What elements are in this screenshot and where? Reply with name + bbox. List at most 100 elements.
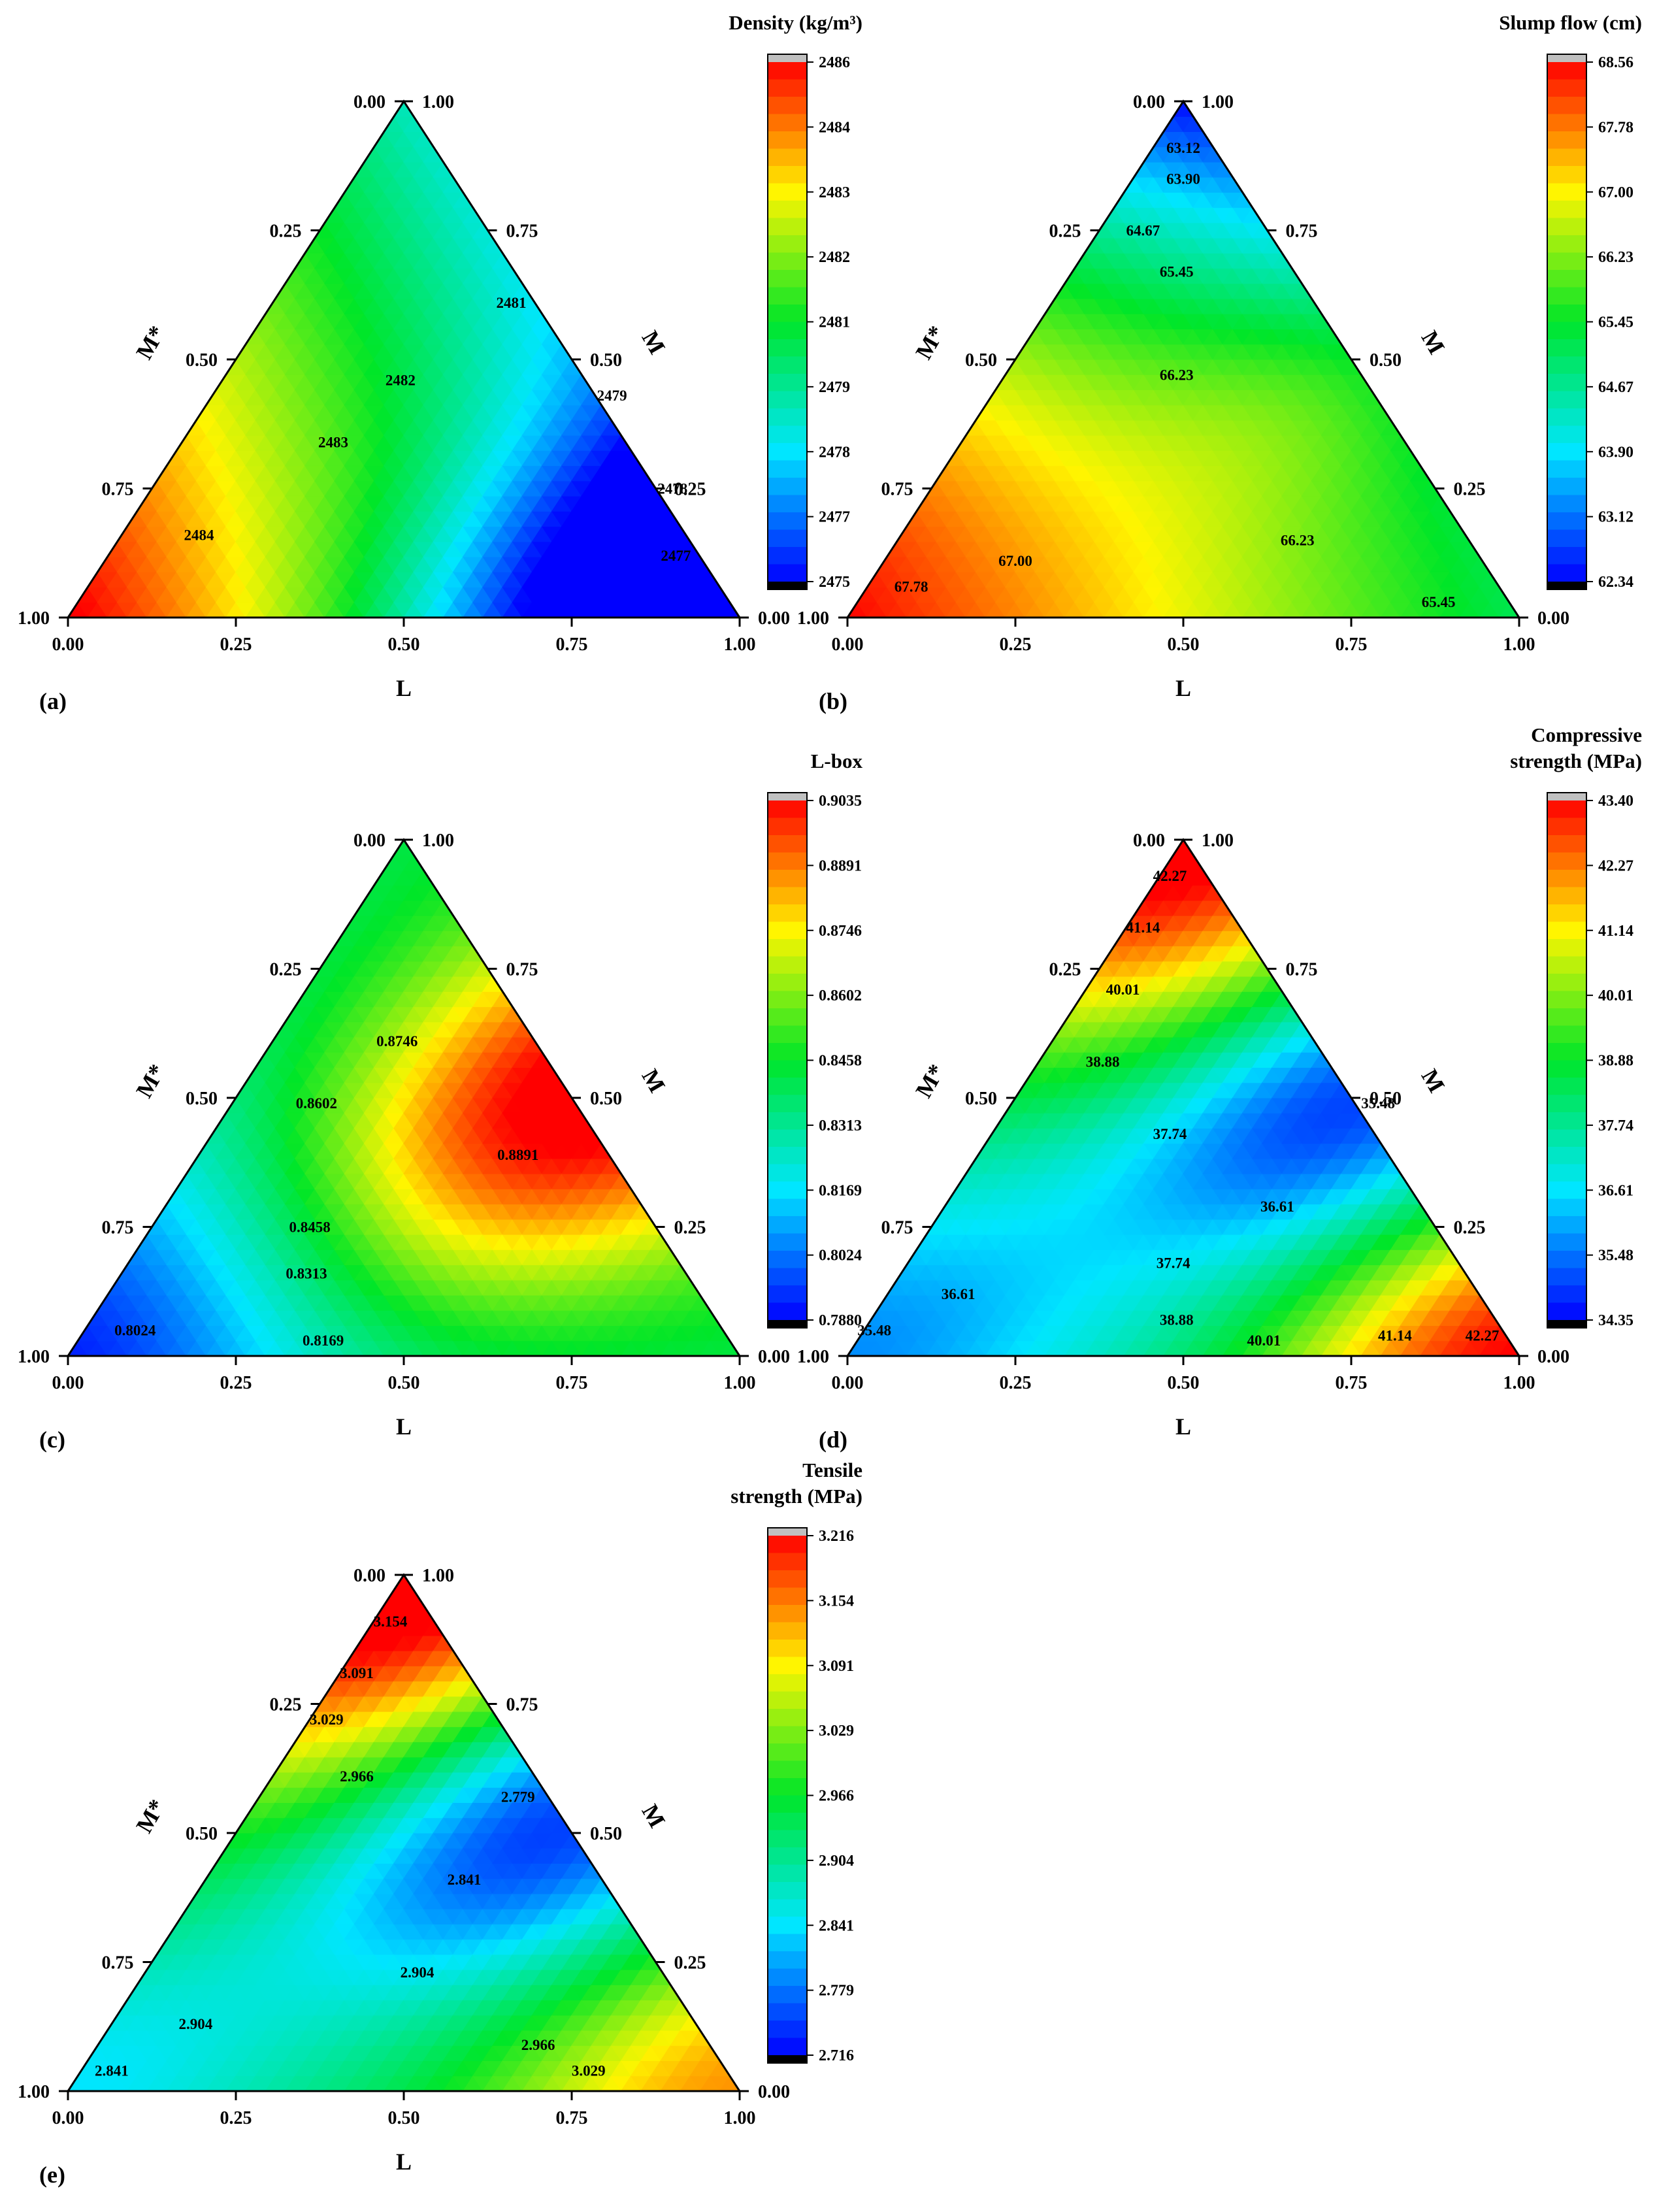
fill-cell bbox=[1172, 839, 1194, 855]
fill-cell bbox=[1172, 101, 1194, 117]
left-tick-label: 0.50 bbox=[965, 1089, 997, 1109]
colorbar-segment bbox=[768, 974, 807, 992]
left-tick-label: 0.00 bbox=[353, 92, 386, 112]
colorbar-tick-label: 0.8891 bbox=[819, 857, 862, 874]
right-tick-label: 1.00 bbox=[1202, 831, 1234, 851]
colorbar-tick-label: 68.56 bbox=[1598, 54, 1633, 71]
contour-label: 63.90 bbox=[1166, 171, 1200, 187]
axis-name-right: M bbox=[1417, 1065, 1451, 1097]
colorbar-segment bbox=[768, 183, 807, 201]
contour-label: 0.8602 bbox=[296, 1095, 337, 1112]
colorbar-segment bbox=[768, 1095, 807, 1113]
left-tick-label: 0.75 bbox=[881, 1218, 913, 1238]
colorbar-segment bbox=[768, 495, 807, 513]
colorbar-segment bbox=[1547, 183, 1586, 201]
contour-label: 38.88 bbox=[1160, 1312, 1194, 1329]
colorbar-segment bbox=[1547, 339, 1586, 357]
contour-label: 66.23 bbox=[1281, 532, 1315, 548]
right-tick-label: 1.00 bbox=[1202, 92, 1234, 112]
colorbar-tick-label: 2479 bbox=[819, 379, 850, 396]
right-tick-label: 0.50 bbox=[590, 1089, 622, 1109]
bottom-tick-label: 1.00 bbox=[1503, 635, 1535, 655]
contour-label: 0.8891 bbox=[497, 1147, 538, 1163]
right-tick-label: 0.50 bbox=[590, 350, 622, 371]
colorbar-tick-label: 67.78 bbox=[1598, 119, 1633, 136]
colorbar-tick-label: 0.7880 bbox=[819, 1312, 862, 1329]
colorbar-overflow bbox=[768, 793, 807, 801]
colorbar-segment bbox=[1547, 1147, 1586, 1165]
left-tick-label: 0.75 bbox=[102, 1218, 134, 1238]
colorbar-segment bbox=[768, 1043, 807, 1061]
left-tick-label: 0.25 bbox=[1049, 960, 1081, 980]
contour-label: 36.61 bbox=[1260, 1198, 1294, 1215]
left-tick-label: 1.00 bbox=[797, 1347, 829, 1367]
left-tick-label: 0.50 bbox=[186, 1089, 218, 1109]
right-tick-label: 0.00 bbox=[758, 608, 790, 629]
axis-name-right: M bbox=[637, 1065, 671, 1097]
colorbar-segment bbox=[1547, 97, 1586, 115]
panel-label: (c) bbox=[39, 1427, 65, 1453]
right-tick-label: 0.75 bbox=[1286, 222, 1318, 242]
bottom-tick-label: 0.00 bbox=[832, 635, 864, 655]
colorbar-segment bbox=[768, 1008, 807, 1027]
colorbar-segment bbox=[1547, 391, 1586, 409]
contour-label: 2481 bbox=[496, 295, 526, 311]
bottom-tick-label: 1.00 bbox=[724, 635, 756, 655]
colorbar-segment bbox=[768, 887, 807, 905]
left-tick-label: 0.25 bbox=[1049, 222, 1081, 242]
colorbar-tick-label: 0.9035 bbox=[819, 793, 862, 810]
colorbar-segment bbox=[1547, 305, 1586, 323]
contour-label: 40.01 bbox=[1247, 1332, 1281, 1349]
axis-name-right: M bbox=[1417, 326, 1451, 358]
colorbar-segment bbox=[1547, 287, 1586, 305]
colorbar-segment bbox=[1547, 425, 1586, 444]
colorbar-segment bbox=[768, 252, 807, 271]
contour-label: 40.01 bbox=[1106, 982, 1140, 998]
axis-name-bottom: L bbox=[396, 675, 412, 701]
colorbar-segment bbox=[768, 1060, 807, 1078]
colorbar-tick-label: 0.8313 bbox=[819, 1117, 862, 1134]
bottom-tick-label: 0.50 bbox=[1168, 1373, 1200, 1393]
colorbar-segment bbox=[768, 529, 807, 548]
colorbar-segment bbox=[768, 478, 807, 496]
colorbar-tick-label: 64.67 bbox=[1598, 379, 1633, 396]
colorbar-segment bbox=[1547, 852, 1586, 870]
contour-label: 0.8458 bbox=[289, 1219, 330, 1235]
colorbar-overflow bbox=[1547, 793, 1586, 801]
colorbar-tick-label: 2484 bbox=[819, 119, 850, 136]
colorbar-segment bbox=[768, 114, 807, 132]
bottom-tick-label: 0.75 bbox=[1336, 635, 1368, 655]
colorbar-segment bbox=[768, 356, 807, 374]
colorbar-segment bbox=[1547, 1043, 1586, 1061]
bottom-tick-label: 0.25 bbox=[1000, 635, 1032, 655]
fill-cell bbox=[393, 839, 415, 855]
bottom-tick-label: 0.50 bbox=[388, 1373, 420, 1393]
left-tick-label: 0.00 bbox=[353, 831, 386, 851]
bottom-tick-label: 0.25 bbox=[220, 1373, 252, 1393]
fill-cell bbox=[393, 101, 415, 117]
axis-name-left: M* bbox=[131, 321, 171, 363]
colorbar-title: Slump flow (cm) bbox=[1499, 11, 1642, 34]
colorbar-segment bbox=[1547, 322, 1586, 340]
colorbar-segment bbox=[768, 79, 807, 97]
colorbar-segment bbox=[1547, 564, 1586, 582]
contour-fill bbox=[67, 101, 740, 618]
colorbar-segment bbox=[768, 1025, 807, 1044]
colorbar-segment bbox=[1547, 801, 1586, 819]
bottom-tick-label: 0.75 bbox=[556, 1373, 588, 1393]
contour-label: 37.74 bbox=[1157, 1255, 1190, 1272]
colorbar-title: L-box bbox=[811, 750, 863, 772]
left-tick-label: 0.00 bbox=[1133, 831, 1165, 851]
colorbar-segment bbox=[768, 131, 807, 150]
colorbar-tick-label: 0.8602 bbox=[819, 987, 862, 1004]
contour-label: 38.88 bbox=[1086, 1054, 1120, 1070]
bottom-tick-label: 0.00 bbox=[52, 1373, 84, 1393]
contour-label: 65.45 bbox=[1422, 594, 1456, 610]
contour-label: 66.23 bbox=[1160, 367, 1194, 384]
colorbar-segment bbox=[1547, 904, 1586, 923]
bottom-tick-label: 0.50 bbox=[388, 635, 420, 655]
colorbar-segment bbox=[1547, 921, 1586, 940]
colorbar-segment bbox=[768, 425, 807, 444]
right-tick-label: 0.00 bbox=[758, 1347, 790, 1367]
bottom-tick-label: 0.25 bbox=[220, 635, 252, 655]
